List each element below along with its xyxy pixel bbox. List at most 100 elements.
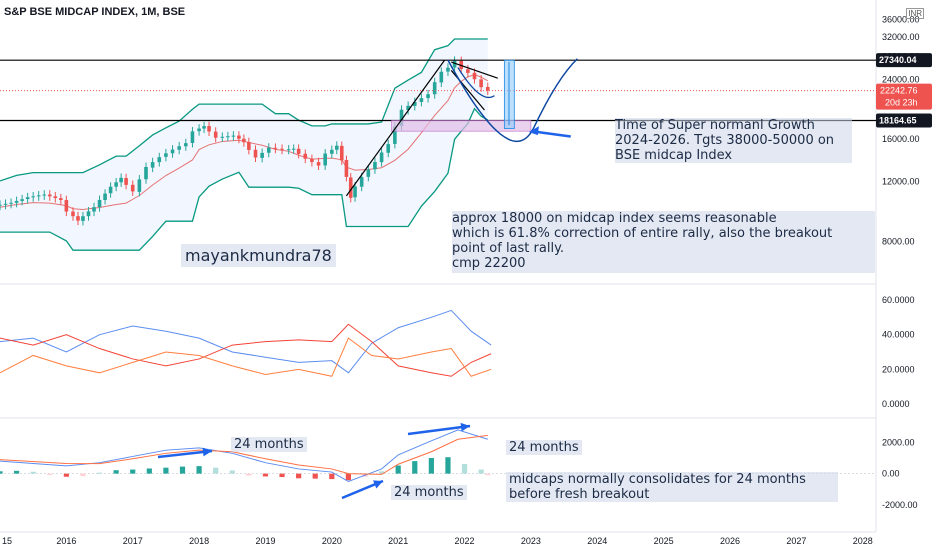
candle-body xyxy=(366,169,371,177)
candle-body xyxy=(379,152,384,163)
macd-arrow-3-head xyxy=(460,422,470,432)
dmi-line-+DI xyxy=(0,309,492,374)
candle-body xyxy=(36,195,41,197)
x-tick-label: 2022 xyxy=(455,536,475,546)
price-tick-label: 8000.00 xyxy=(882,237,915,247)
price-tick-label: 32000.00 xyxy=(882,32,920,42)
candle-body xyxy=(231,135,236,137)
price-tick-label: 12000.00 xyxy=(882,177,920,187)
support-label: 18164.65 xyxy=(879,116,917,126)
currency-label: INR xyxy=(906,8,924,19)
macd-histogram-bar xyxy=(296,473,302,479)
dmi-line-ADX xyxy=(0,337,492,377)
candle-body xyxy=(348,177,353,198)
candle-body xyxy=(286,149,291,151)
candle-body xyxy=(177,146,181,150)
candle-body xyxy=(432,82,437,95)
candle-body xyxy=(144,166,148,180)
x-tick-label: 2021 xyxy=(388,536,408,546)
macd-histogram-bar xyxy=(163,467,169,474)
x-tick-label: 2020 xyxy=(322,536,342,546)
candle-body xyxy=(25,197,30,200)
x-tick-label: 2026 xyxy=(720,536,740,546)
candle-body xyxy=(64,200,69,212)
candle-body xyxy=(130,184,135,192)
candle-body xyxy=(439,71,444,83)
macd-arrow-2-head xyxy=(373,480,383,489)
macd-histogram-bar xyxy=(378,471,385,474)
candle-body xyxy=(9,202,13,204)
candle-body xyxy=(164,153,168,157)
candle-body xyxy=(247,142,251,150)
macd-histogram-bar xyxy=(13,470,20,474)
candle-body xyxy=(399,109,404,127)
x-tick-label: 2018 xyxy=(189,536,209,546)
candle-body xyxy=(412,102,417,106)
macd-histogram-bar xyxy=(262,473,269,477)
macd-annotation-2: 24 months xyxy=(391,485,467,500)
candle-body xyxy=(386,144,391,153)
x-tick-label: 2025 xyxy=(654,536,674,546)
candle-body xyxy=(213,131,218,138)
x-tick-label: 2028 xyxy=(853,536,873,546)
x-tick-label: 2019 xyxy=(255,536,275,546)
macd-histogram-bar xyxy=(329,473,335,480)
macd-annotation-1: 24 months xyxy=(231,437,307,452)
candle-body xyxy=(266,147,271,153)
support-label-bg xyxy=(876,113,932,128)
macd-signal-line xyxy=(0,434,488,475)
candle-body xyxy=(291,148,296,150)
candle-body xyxy=(323,153,327,166)
candle-body xyxy=(373,161,377,170)
candle-body xyxy=(157,157,162,163)
dmi-tick-label: 20.0000 xyxy=(882,364,915,374)
candle-body xyxy=(296,148,301,154)
candle-body xyxy=(184,143,188,147)
candle-body xyxy=(353,186,357,198)
candle-body xyxy=(253,149,258,158)
candle-body xyxy=(220,136,225,138)
macd-histogram-bar xyxy=(279,473,285,478)
dmi-line--DI xyxy=(0,323,492,377)
candle-body xyxy=(280,148,284,150)
x-tick-label: 2024 xyxy=(587,536,607,546)
candle-body xyxy=(226,136,230,138)
candle-body xyxy=(406,105,410,111)
candle-body xyxy=(53,196,58,199)
candle-body xyxy=(330,149,334,154)
macd-arrow-1-shaft xyxy=(157,449,213,459)
macd-histogram-bar xyxy=(96,472,103,474)
candle-body xyxy=(81,216,85,221)
candle-body xyxy=(310,158,314,163)
candle-body xyxy=(170,149,175,154)
resistance-label: 27340.04 xyxy=(879,55,917,65)
candle-body xyxy=(97,199,102,208)
x-tick-label: 2023 xyxy=(521,536,541,546)
candle-body xyxy=(242,138,246,143)
candle-body xyxy=(108,186,113,194)
macd-histogram-bar xyxy=(229,470,235,474)
resistance-label-bg xyxy=(876,53,932,68)
candle-body xyxy=(260,152,264,158)
macd-histogram-bar xyxy=(312,473,318,479)
candle-body xyxy=(92,207,96,212)
macd-histogram-bar xyxy=(63,473,69,477)
macd-histogram-bar xyxy=(0,471,3,474)
macd-arrow-1-head xyxy=(202,447,212,457)
support-zone xyxy=(391,120,532,132)
candle-body xyxy=(3,203,8,205)
candle-body xyxy=(207,126,211,132)
macd-histogram-bar xyxy=(461,463,468,474)
last-price-countdown: 20d 23h xyxy=(885,98,918,108)
candle-body xyxy=(237,135,241,139)
macd-histogram-bar xyxy=(478,469,484,474)
macd-histogram-bar xyxy=(345,473,352,481)
candle-body xyxy=(71,211,75,217)
candle-body xyxy=(119,177,123,183)
candle-body xyxy=(197,128,201,132)
candle-body xyxy=(303,153,308,159)
macd-histogram-bar xyxy=(47,473,53,475)
candle-body xyxy=(124,178,128,185)
macd-annotation-3: 24 months xyxy=(506,440,582,455)
